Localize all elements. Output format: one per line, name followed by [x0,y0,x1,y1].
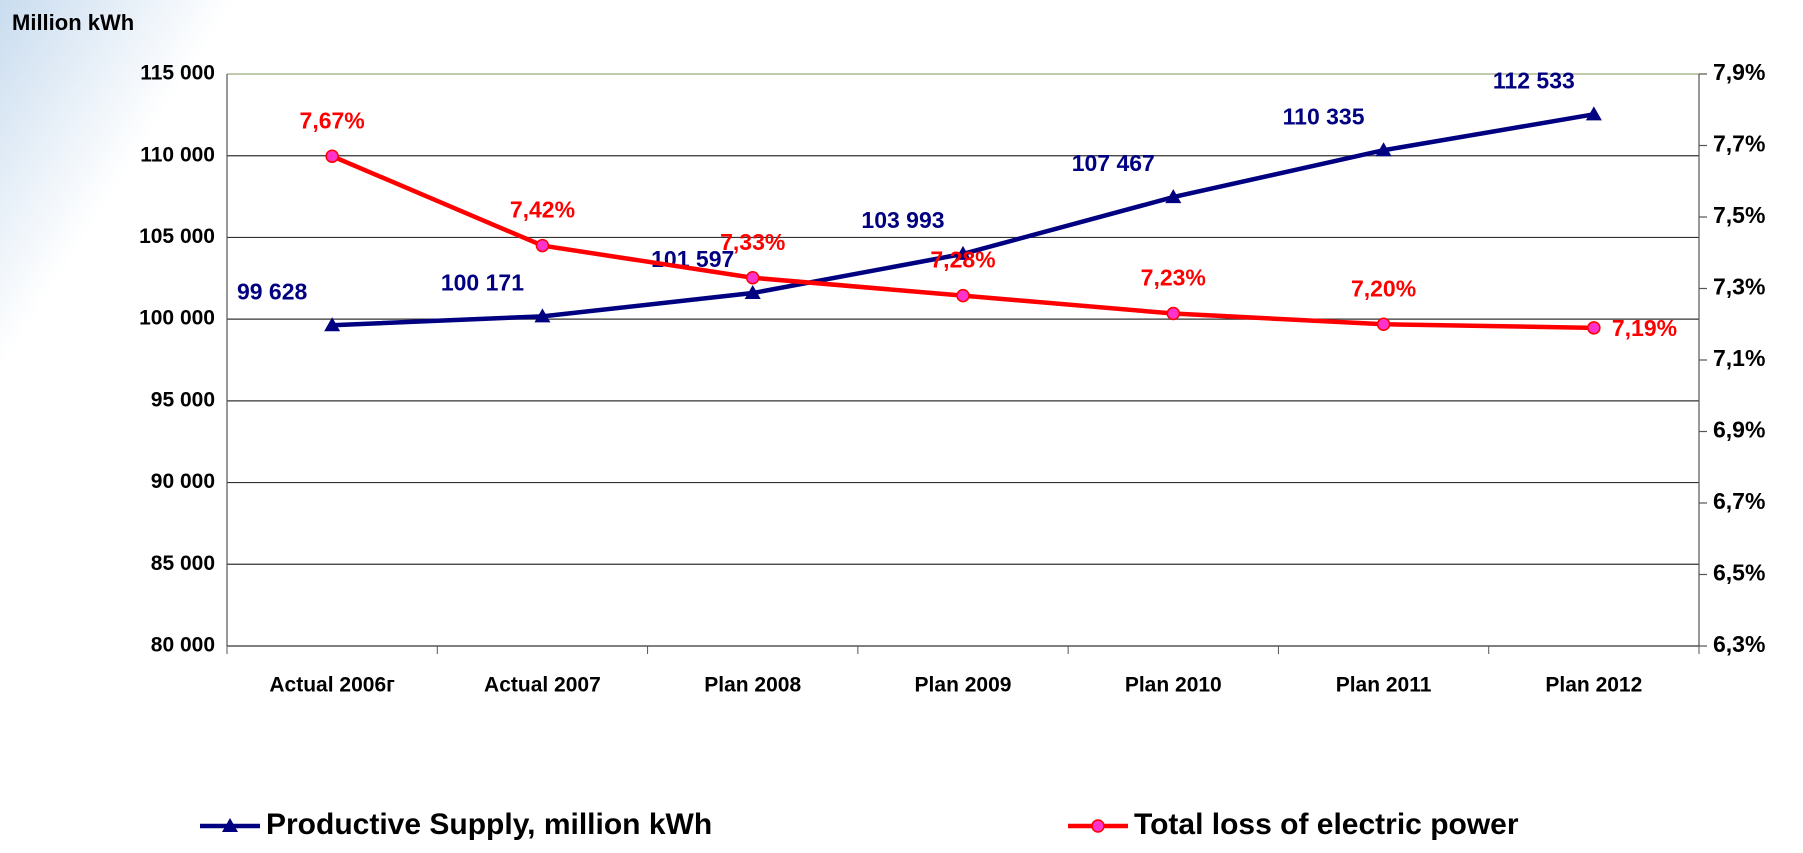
data-label: 99 628 [237,278,308,304]
point [1376,317,1391,331]
data-label: 7,33% [720,229,785,255]
y-tick-label: 105 000 [139,225,215,248]
y2-tick-label: 6,3% [1713,631,1765,657]
point [1587,321,1601,335]
y-tick-label: 100 000 [139,307,215,330]
y2-tick-label: 6,7% [1713,488,1765,514]
y2-tick-label: 7,7% [1713,131,1765,157]
y-tick-label: 115 000 [140,62,215,85]
axis-title: Million kWh [12,10,134,35]
y-tick-label: 110 000 [140,143,215,166]
y2-tick-label: 7,9% [1713,59,1765,85]
data-label: 7,67% [300,107,365,133]
legend-label: Productive Supply, million kWh [266,808,712,841]
y2-tick-label: 6,5% [1713,560,1765,586]
y2-tick-label: 7,3% [1713,274,1765,300]
y2-tick-label: 7,1% [1713,345,1765,371]
x-tick-label: Plan 2011 [1336,674,1432,697]
point [1165,189,1182,204]
y-tick-label: 95 000 [151,388,215,411]
point [1375,142,1392,157]
y-tick-label: 90 000 [151,470,215,493]
point [744,285,761,300]
x-tick-label: Actual 2006г [269,674,395,697]
legend-label: Total loss of electric power [1134,808,1519,841]
legend-marker [222,818,238,832]
point [1166,306,1181,321]
y-tick-label: 80 000 [151,634,215,657]
x-tick-label: Plan 2012 [1545,674,1642,697]
y2-tick-label: 6,9% [1713,417,1765,443]
data-label: 107 467 [1072,150,1155,176]
point [535,238,550,253]
point [1585,106,1602,121]
point [325,149,339,163]
data-label: 7,20% [1351,275,1416,301]
point [745,271,760,285]
y2-tick-label: 7,5% [1713,202,1765,228]
data-label: 110 335 [1283,103,1365,129]
data-label: 103 993 [861,207,944,233]
x-tick-label: Actual 2007 [484,674,601,697]
x-tick-label: Plan 2010 [1125,674,1222,697]
point [956,288,970,303]
data-label: 7,19% [1612,315,1677,341]
legend-marker [1091,819,1105,833]
x-tick-label: Plan 2009 [915,674,1012,697]
point [324,317,341,332]
data-label: 100 171 [441,269,524,295]
data-label: 7,42% [510,197,575,223]
data-label: 112 533 [1493,67,1575,93]
point [955,245,971,260]
x-tick-label: Plan 2008 [704,674,801,697]
y-tick-label: 85 000 [151,552,215,575]
point [534,308,551,323]
data-label: 7,28% [930,247,995,273]
data-label: 7,23% [1141,265,1206,291]
